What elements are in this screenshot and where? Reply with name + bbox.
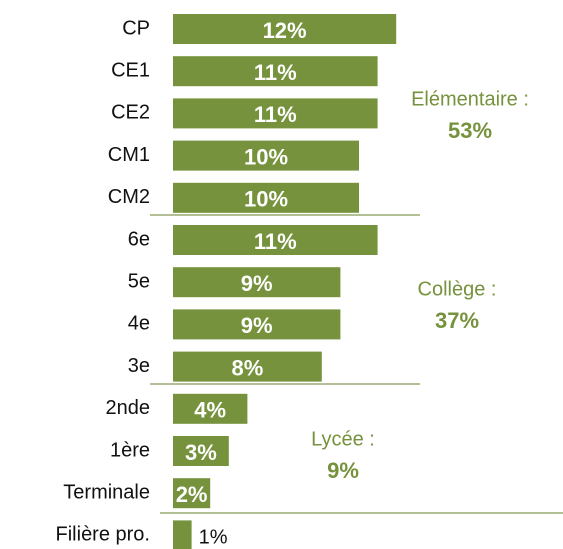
group-label: Elémentaire : (411, 88, 529, 110)
bar (173, 393, 248, 424)
bar (173, 351, 322, 382)
value-label: 9% (241, 313, 273, 338)
category-label: CM1 (108, 144, 150, 166)
bar (173, 56, 378, 87)
value-label: 3% (185, 440, 217, 465)
value-label: 10% (244, 144, 288, 169)
category-label: 2nde (106, 397, 151, 419)
value-label: 1% (199, 527, 228, 549)
category-label: CM2 (108, 186, 150, 208)
bar (173, 225, 378, 255)
value-label: 11% (254, 60, 297, 85)
category-label: 6e (128, 228, 150, 250)
value-label: 4% (194, 398, 226, 423)
value-label: 9% (241, 271, 273, 296)
bar (173, 309, 341, 340)
category-label: 4e (128, 313, 150, 335)
bar (173, 520, 192, 549)
bar (173, 14, 397, 44)
value-label: 8% (232, 355, 264, 380)
value-label: 12% (263, 18, 307, 43)
category-label: 1ère (110, 439, 150, 461)
value-label: 11% (254, 229, 297, 254)
category-label: 3e (128, 355, 150, 377)
bar (173, 182, 359, 213)
value-label: 2% (176, 482, 208, 507)
bar (173, 436, 229, 466)
category-label: CE2 (111, 102, 150, 124)
category-label: 5e (128, 270, 150, 292)
category-label: CP (122, 17, 150, 39)
group-total: 9% (327, 458, 359, 483)
category-label: Terminale (63, 481, 150, 503)
category-label: CE1 (111, 59, 150, 81)
value-label: 11% (254, 102, 297, 127)
bar (173, 140, 359, 171)
value-label: 10% (244, 187, 288, 212)
bar (173, 267, 341, 298)
group-total: 53% (448, 118, 492, 143)
category-label: Filière pro. (56, 524, 150, 546)
bar (173, 478, 211, 509)
bar (173, 98, 378, 129)
group-total: 37% (435, 308, 479, 333)
group-label: Collège : (418, 278, 497, 300)
group-label: Lycée : (311, 428, 375, 450)
